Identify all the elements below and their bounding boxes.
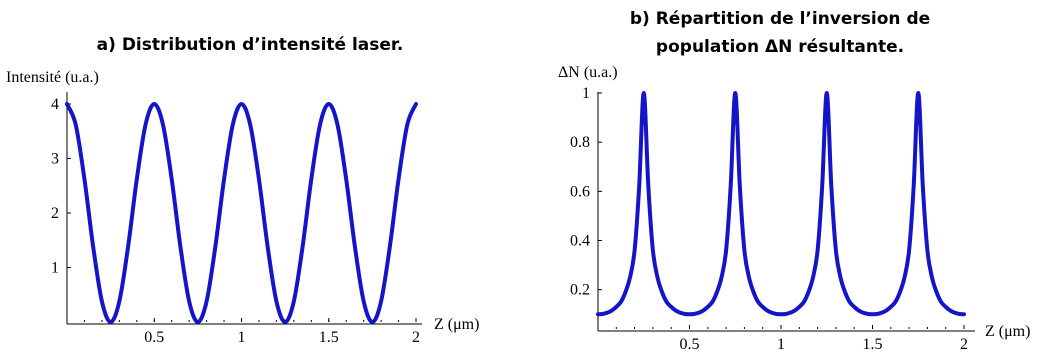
chart-b-title-line-1: b) Répartition de l’inversion de xyxy=(630,9,930,29)
chart-b-ylabel: ΔN (u.a.) xyxy=(558,64,618,81)
chart-b-x-tick-label: 1.5 xyxy=(863,336,883,353)
chart-a-x-tick-label: 1 xyxy=(238,329,246,346)
chart-a-x-tick-label: 1.5 xyxy=(319,329,339,346)
chart-b-y-tick-label: 0.2 xyxy=(570,282,590,299)
chart-a-x-tick-label: 0.5 xyxy=(144,329,164,346)
chart-a-xlabel: Z (μm) xyxy=(434,316,479,333)
chart-b-title-line-2: population ΔN résultante. xyxy=(656,37,904,57)
chart-a-y-tick-label: 3 xyxy=(51,151,59,168)
chart-b-y-tick-label: 1 xyxy=(582,85,590,102)
chart-b-xlabel: Z (μm) xyxy=(985,323,1030,340)
chart-a-y-tick-label: 4 xyxy=(51,96,59,113)
chart-a-y-tick-label: 1 xyxy=(51,260,59,277)
chart-b-series-line xyxy=(596,91,966,317)
chart-b-y-tick-label: 0.6 xyxy=(570,183,590,200)
chart-a-series-line xyxy=(65,102,418,324)
chart-b-x-tick-label: 0.5 xyxy=(680,336,700,353)
chart-b-x-tick-label: 1 xyxy=(777,336,785,353)
chart-b: b) Répartition de l’inversion de populat… xyxy=(558,9,1030,353)
chart-a-x-tick-label: 2 xyxy=(412,329,420,346)
chart-a-title: a) Distribution d’intensité laser. xyxy=(97,35,404,55)
chart-a-y-tick-label: 2 xyxy=(51,205,59,222)
chart-a: a) Distribution d’intensité laser. Inten… xyxy=(6,35,479,346)
chart-b-x-tick-label: 2 xyxy=(960,336,968,353)
chart-a-ylabel: Intensité (u.a.) xyxy=(6,69,99,86)
chart-b-y-tick-label: 0.8 xyxy=(570,134,590,151)
chart-b-y-tick-label: 0.4 xyxy=(570,233,590,250)
